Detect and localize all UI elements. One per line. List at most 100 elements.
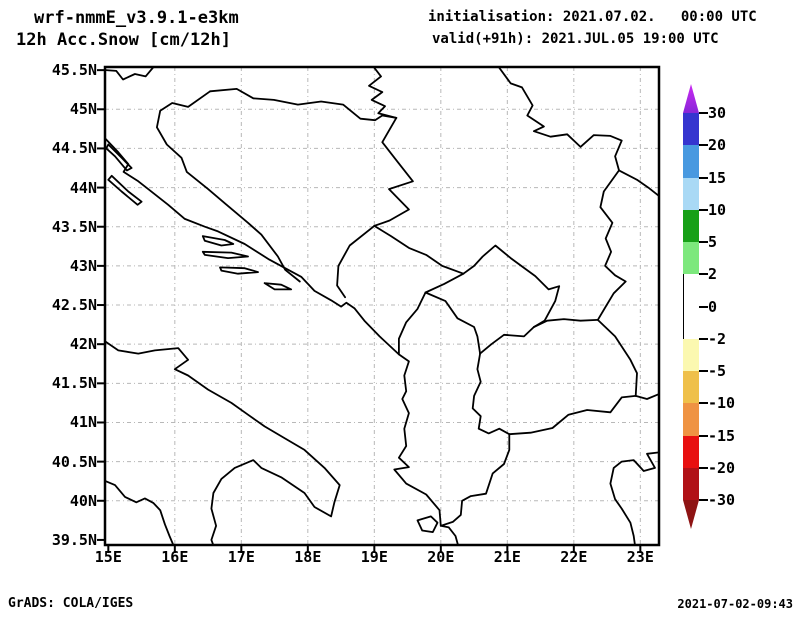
lat-tick-label-41.5N: 41.5N	[51, 374, 97, 393]
colorbar-label-2: 2	[708, 265, 718, 284]
albania-greece-border	[439, 433, 511, 527]
mljet-island	[263, 282, 293, 291]
lon-tick-label-20E: 20E	[427, 548, 455, 566]
colorbar-label--5: -5	[708, 362, 727, 380]
lat-tick-label-42N: 42N	[69, 335, 97, 354]
brac-island	[201, 235, 235, 247]
colorbar-tick-2	[699, 273, 708, 276]
axis-ticks	[97, 69, 642, 553]
lon-tick-label-23E: 23E	[626, 548, 654, 566]
colorbar-tick--20	[699, 466, 708, 469]
greece-bulgaria-border	[634, 393, 659, 400]
colorbar-tick-20	[699, 144, 708, 147]
lat-tick-label-40N: 40N	[69, 491, 97, 510]
colorbar-label--30: -30	[708, 491, 736, 509]
colorbar-segment-11	[683, 467, 699, 500]
montenegro-serbia-border	[373, 225, 465, 275]
field-title: 12h Acc.Snow [cm/12h]	[16, 30, 231, 50]
serbia-bulgaria-border	[596, 169, 627, 321]
colorbar-tick--30	[699, 499, 708, 501]
model-title: wrf-nmmE_v3.9.1-e3km	[34, 8, 239, 28]
serbia-macedonia-border	[533, 318, 599, 328]
colorbar-segment-10	[683, 435, 699, 468]
gridlines	[105, 67, 659, 545]
italy-tyrrhenian-coast	[105, 480, 175, 545]
kosovo-albania-border	[424, 291, 481, 355]
lat-tick-label-41N: 41N	[69, 413, 97, 432]
colorbar-tick-15	[699, 176, 708, 179]
bosnia-montenegro-border	[336, 225, 376, 299]
colorbar-segment-9	[683, 403, 699, 436]
hvar-island	[201, 250, 249, 259]
colorbar-tick-30	[699, 112, 708, 114]
kosovo-macedonia-border	[479, 326, 535, 355]
albania-macedonia-border	[471, 352, 511, 436]
valid-time-label: valid(+91h): 2021.JUL.05 19:00 UTC	[432, 31, 719, 47]
macedonia-greece-border	[508, 395, 637, 436]
colorbar-label-30: 30	[708, 104, 727, 122]
colorbar-segment-8	[683, 371, 699, 404]
lon-tick-label-22E: 22E	[560, 548, 588, 566]
sava-border	[209, 88, 398, 122]
colorbar-label--15: -15	[708, 426, 736, 445]
colorbar-label--2: -2	[708, 329, 727, 348]
lat-tick-label-42.5N: 42.5N	[51, 296, 97, 315]
colorbar-tick--5	[699, 370, 708, 372]
lat-tick-label-43N: 43N	[69, 256, 97, 275]
italy-adriatic-coast	[105, 340, 341, 545]
grads-credit: GrADS: COLA/IGES	[8, 596, 134, 611]
colorbar-label-15: 15	[708, 168, 727, 187]
creation-timestamp: 2021-07-02-09:43	[677, 597, 793, 611]
colorbar-segment-7	[683, 338, 699, 371]
colorbar-segment-3	[683, 209, 699, 242]
lon-tick-label-17E: 17E	[227, 548, 255, 566]
adriatic-coast	[105, 138, 459, 545]
kosovo-west-border	[424, 272, 465, 294]
lat-tick-label-40.5N: 40.5N	[51, 452, 97, 471]
colorbar-segment-0	[683, 113, 699, 146]
colorbar-tick-5	[699, 241, 708, 243]
colorbar-label-10: 10	[708, 200, 727, 219]
slovenia-croatia-border	[105, 67, 155, 81]
colorbar-tick--10	[699, 402, 708, 405]
lon-tick-label-21E: 21E	[493, 548, 521, 566]
colorbar-label-20: 20	[708, 136, 727, 155]
aegean-coast	[609, 451, 659, 545]
serbia-romania-border	[497, 67, 623, 172]
kornati-islands	[107, 174, 143, 206]
lon-tick-label-19E: 19E	[360, 548, 388, 566]
colorbar-label-0: 0	[708, 297, 718, 316]
colorbar-segment-1	[683, 145, 699, 178]
colorbar-tick-0	[699, 305, 708, 308]
colorbar-segment-6	[683, 306, 700, 339]
colorbar-label-5: 5	[708, 233, 718, 251]
korcula-island	[219, 266, 259, 275]
colorbar-tick-10	[699, 208, 708, 211]
kosovo-north-east-border	[462, 244, 561, 328]
lat-tick-label-43.5N: 43.5N	[51, 217, 97, 236]
albania-montenegro-border	[398, 291, 427, 356]
plot-border	[103, 65, 661, 547]
lat-tick-label-44.5N: 44.5N	[51, 139, 97, 158]
lon-tick-label-16E: 16E	[161, 548, 189, 566]
init-time-label: initialisation: 2021.07.02. 00:00 UTC	[428, 9, 757, 25]
pag-island	[105, 143, 133, 172]
map-outlines	[105, 67, 659, 545]
bulgaria-macedonia-border	[596, 319, 638, 397]
drina-border	[373, 117, 414, 227]
bosnia-west-border	[156, 90, 301, 283]
colorbar-tick--15	[699, 434, 708, 437]
colorbar-tick--2	[699, 337, 708, 340]
colorbar-segment-2	[683, 177, 699, 210]
lat-tick-label-45N: 45N	[69, 100, 97, 119]
lat-tick-label-44N: 44N	[69, 178, 97, 197]
lon-tick-label-15E: 15E	[94, 548, 122, 566]
lat-tick-label-45.5N: 45.5N	[51, 61, 97, 80]
colorbar-label--10: -10	[708, 394, 736, 413]
danube-croatia-serbia-border	[368, 67, 398, 119]
colorbar-segment-5	[683, 274, 700, 307]
colorbar-label--20: -20	[708, 458, 736, 477]
corfu-island	[416, 515, 439, 533]
